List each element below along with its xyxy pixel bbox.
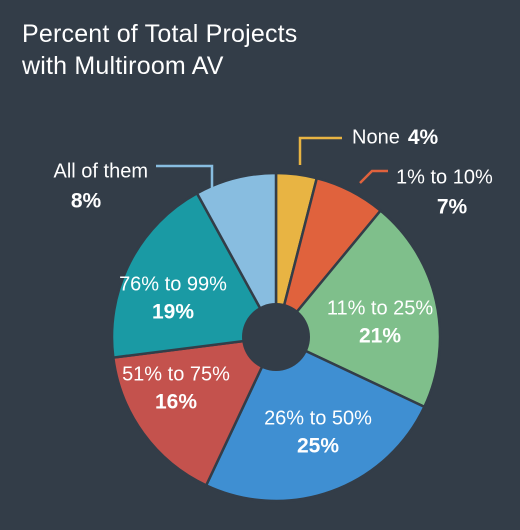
- leader-1pct-to-10pct: [359, 169, 388, 184]
- slice-76pct-to-99pct: [110, 191, 278, 359]
- slice-11pct-to-25pct: [274, 208, 442, 409]
- label-76pct-to-99pct: 76% to 99%: [119, 273, 227, 295]
- value-11pct-to-25pct: 21%: [359, 325, 401, 348]
- chart-title-line-2: with Multiroom AV: [22, 52, 224, 80]
- slice-labels: None 4% 1% to 10% 7% 11% to 25% 21% 26% to 50%…: [54, 126, 493, 458]
- slice-all-of-them: [195, 171, 278, 338]
- label-1pct-to-10pct: 1% to 10%: [396, 166, 493, 188]
- value-51pct-to-75pct: 16%: [155, 391, 197, 414]
- slice-51pct-to-75pct: [111, 335, 279, 488]
- slice-26pct-to-50pct: [204, 335, 427, 503]
- label-none: None 4%: [352, 126, 438, 149]
- leader-lines: [156, 136, 388, 190]
- donut-hole: [242, 303, 310, 371]
- value-1pct-to-10pct: 7%: [437, 196, 468, 219]
- value-26pct-to-50pct: 25%: [297, 435, 339, 458]
- chart-title-line-1: Percent of Total Projects: [22, 20, 298, 48]
- value-76pct-to-99pct: 19%: [152, 301, 194, 324]
- leader-none: [298, 136, 342, 165]
- label-11pct-to-25pct: 11% to 25%: [327, 297, 434, 319]
- label-26pct-to-50pct: 26% to 50%: [264, 407, 372, 429]
- value-all-of-them: 8%: [71, 190, 102, 213]
- label-all-of-them: All of them: [54, 160, 148, 182]
- chart-title: Percent of Total Projects with Multiroom…: [22, 18, 298, 82]
- label-51pct-to-75pct: 51% to 75%: [122, 363, 230, 385]
- value-none: 4%: [408, 126, 439, 149]
- pie-slices: [110, 171, 442, 503]
- leader-all-of-them: [156, 164, 214, 190]
